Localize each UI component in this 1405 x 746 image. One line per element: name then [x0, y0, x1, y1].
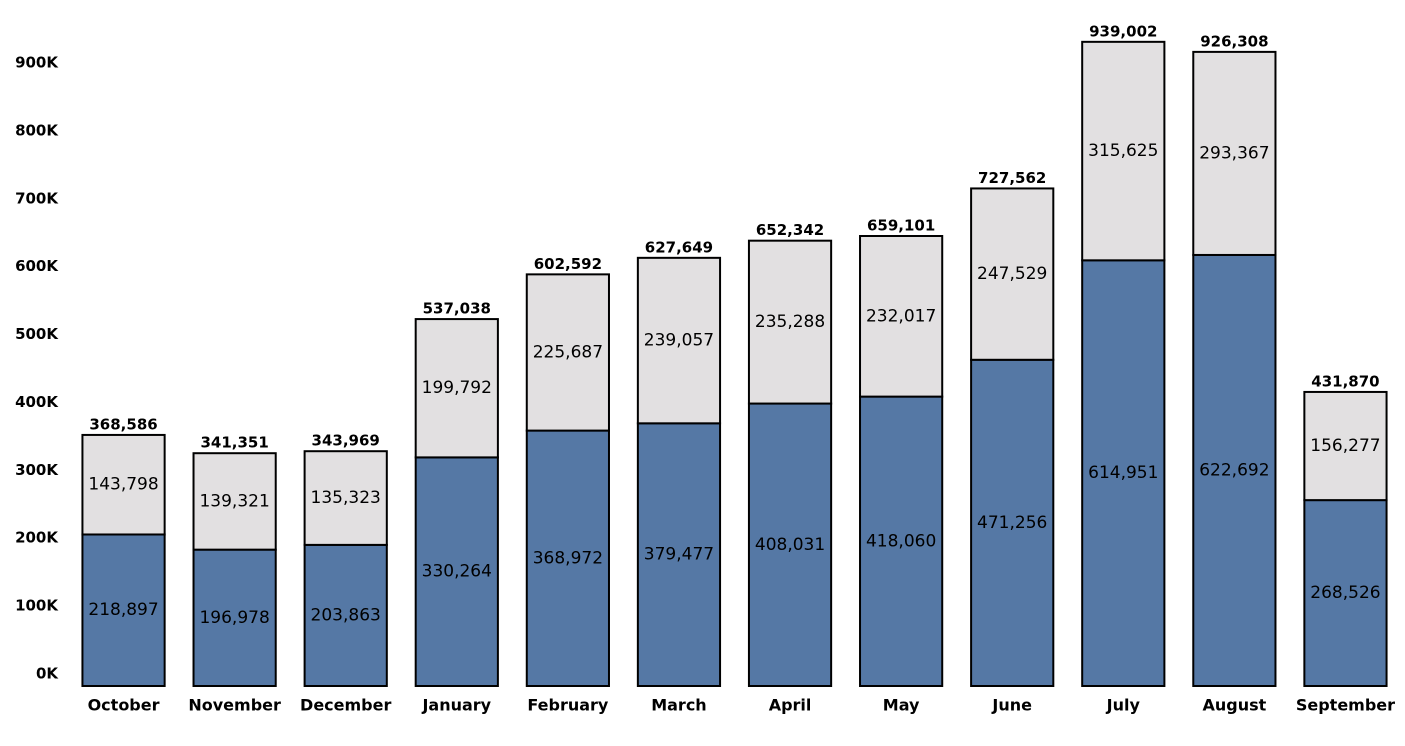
bar-segment	[525, 429, 610, 687]
bar-segment	[636, 422, 722, 687]
bar-segment	[859, 395, 944, 687]
bar-segment	[970, 358, 1055, 687]
bar-segment	[414, 456, 499, 687]
bar-segment	[859, 235, 944, 398]
value-label: 139,321	[199, 491, 269, 511]
value-label: 268,526	[1310, 583, 1380, 603]
value-label: 293,367	[1199, 143, 1269, 163]
value-label: 203,863	[311, 605, 381, 625]
total-label: 727,562	[978, 169, 1046, 187]
value-label: 379,477	[644, 545, 714, 565]
value-label: 225,687	[533, 342, 603, 362]
y-tick-label: 100K	[15, 597, 59, 615]
bar-segment	[636, 256, 722, 425]
y-tick-label: 200K	[15, 529, 59, 547]
x-tick-label: May	[883, 696, 920, 715]
value-label: 622,692	[1199, 460, 1269, 480]
x-tick-label: August	[1202, 696, 1266, 715]
bar-segment	[1081, 40, 1166, 262]
value-label: 239,057	[644, 331, 714, 351]
bar-segment	[1192, 50, 1277, 256]
x-tick-label: July	[1106, 696, 1141, 715]
bar-segment	[1081, 259, 1166, 687]
bar-segment	[81, 533, 166, 687]
bar-segment	[1303, 499, 1388, 687]
value-label: 235,288	[755, 312, 825, 332]
y-tick-label: 800K	[15, 121, 59, 139]
total-label: 341,351	[200, 434, 268, 452]
x-tick-label: October	[88, 696, 160, 715]
total-label: 368,586	[89, 415, 157, 433]
x-tick-label: April	[769, 696, 812, 715]
value-label: 199,792	[422, 378, 492, 398]
x-tick-label: December	[300, 696, 391, 715]
total-label: 627,649	[645, 238, 713, 256]
value-label: 135,323	[311, 488, 381, 508]
bar-segment	[303, 543, 388, 688]
bar-segment	[1303, 390, 1388, 502]
bar-segment	[81, 433, 166, 536]
x-tick-label: November	[188, 696, 281, 715]
total-label: 602,592	[534, 255, 602, 273]
y-tick-label: 500K	[15, 325, 59, 343]
bar-segment	[303, 450, 388, 546]
y-tick-label: 400K	[15, 393, 59, 411]
value-label: 614,951	[1088, 463, 1158, 483]
x-tick-label: June	[991, 696, 1032, 715]
value-label: 196,978	[199, 608, 269, 628]
x-tick-label: March	[651, 696, 706, 715]
bar-segment	[747, 239, 833, 405]
value-label: 330,264	[422, 562, 492, 582]
bar-segment	[192, 452, 277, 551]
total-label: 431,870	[1311, 372, 1379, 390]
total-label: 343,969	[312, 432, 380, 450]
y-tick-label: 0K	[36, 665, 59, 683]
y-tick-label: 300K	[15, 461, 59, 479]
value-label: 218,897	[88, 600, 158, 620]
x-tick-label: February	[527, 696, 609, 715]
value-label: 156,277	[1310, 436, 1380, 456]
value-label: 368,972	[533, 548, 603, 568]
total-label: 652,342	[756, 221, 824, 239]
bar-segment	[525, 273, 610, 432]
value-label: 247,529	[977, 264, 1047, 284]
value-label: 232,017	[866, 306, 936, 326]
bar-segment	[747, 402, 833, 687]
y-tick-label: 600K	[15, 257, 59, 275]
value-label: 418,060	[866, 531, 936, 551]
bar-segment	[1192, 253, 1277, 687]
value-label: 315,625	[1088, 141, 1158, 161]
x-tick-label: January	[421, 696, 491, 715]
total-label: 939,002	[1089, 22, 1157, 40]
value-label: 143,798	[88, 475, 158, 495]
x-tick-label: September	[1296, 696, 1395, 715]
y-tick-label: 700K	[15, 189, 59, 207]
total-label: 659,101	[867, 217, 935, 235]
total-label: 537,038	[423, 300, 491, 318]
value-label: 408,031	[755, 535, 825, 555]
bar-segment	[970, 187, 1055, 361]
bar-segment	[414, 318, 499, 459]
total-label: 926,308	[1200, 32, 1268, 50]
value-label: 471,256	[977, 513, 1047, 533]
y-tick-label: 900K	[15, 54, 59, 72]
